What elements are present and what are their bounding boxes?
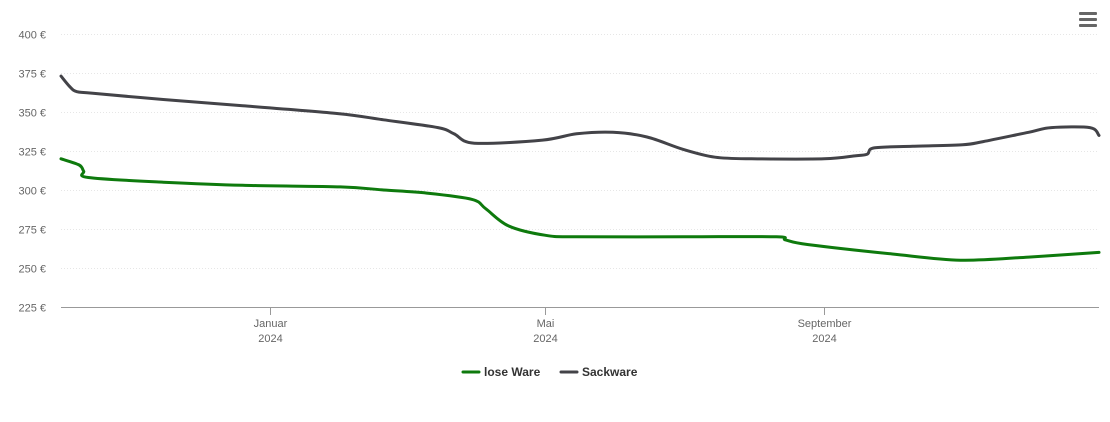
y-tick-label: 225 € xyxy=(18,303,46,315)
x-tick-label: Mai xyxy=(537,318,555,330)
x-tick-label: Januar xyxy=(254,318,288,330)
y-tick-label: 275 € xyxy=(18,225,46,237)
x-axis: Januar 2024 Mai 2024 September 2024 xyxy=(61,307,1099,345)
y-tick-label: 300 € xyxy=(18,186,46,198)
series-line-lose-ware xyxy=(59,157,1101,262)
legend-label: Sackware xyxy=(582,365,638,379)
y-tick-label: 350 € xyxy=(18,108,46,120)
y-tick-label: 400 € xyxy=(18,30,46,42)
legend-label: lose Ware xyxy=(484,365,541,379)
legend-item-sackware[interactable]: Sackware xyxy=(559,365,638,379)
hamburger-icon[interactable] xyxy=(1077,12,1099,32)
legend-item-lose-ware[interactable]: lose Ware xyxy=(461,365,541,379)
y-tick-label: 325 € xyxy=(18,147,46,159)
x-tick-year-label: 2024 xyxy=(533,333,557,345)
series-lines xyxy=(59,74,1101,262)
x-tick-year-label: 2024 xyxy=(812,333,836,345)
legend[interactable]: lose Ware Sackware xyxy=(461,365,638,379)
x-tick-label: September xyxy=(798,318,852,330)
y-tick-label: 375 € xyxy=(18,69,46,81)
series-line-sackware xyxy=(59,74,1101,161)
y-axis: 225 € 250 € 275 € 300 € 325 € 350 € 375 € 400 € xyxy=(18,30,46,315)
grid-lines xyxy=(61,34,1099,269)
x-tick-year-label: 2024 xyxy=(258,333,282,345)
y-tick-label: 250 € xyxy=(18,264,46,276)
